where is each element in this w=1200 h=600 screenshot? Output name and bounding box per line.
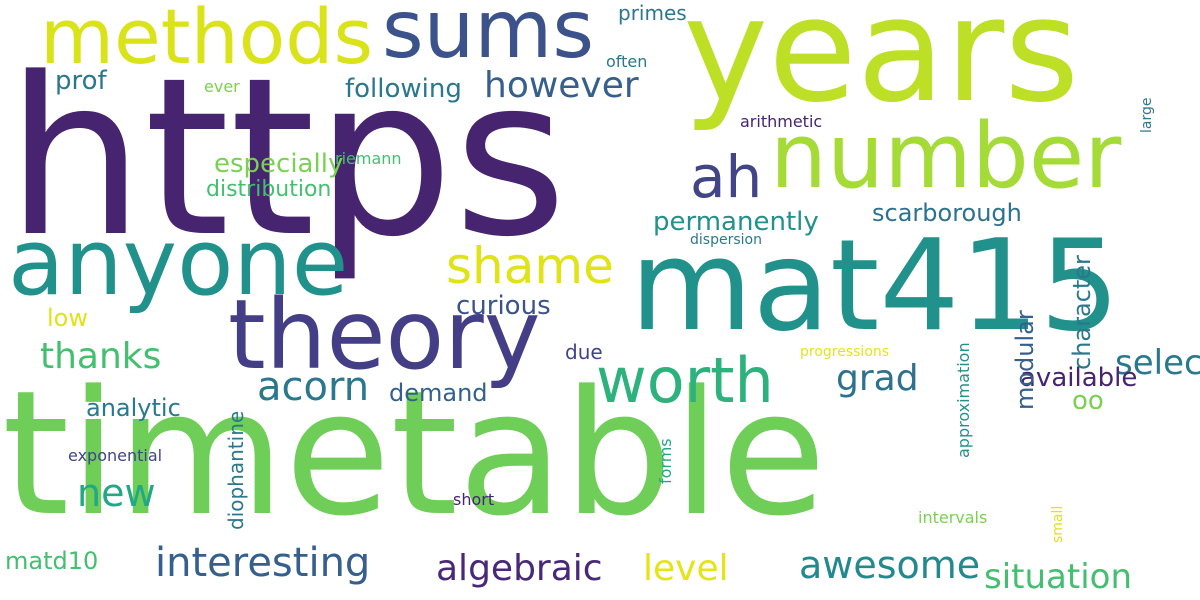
word-intervals: dispersion bbox=[690, 232, 762, 248]
word-oo: selection bbox=[1115, 343, 1200, 383]
word-new: new bbox=[77, 471, 156, 515]
word-primes: distribution bbox=[206, 177, 332, 202]
word-anyone: anyone bbox=[8, 209, 349, 316]
word-prof: available bbox=[1020, 363, 1138, 393]
word-character: exponential bbox=[68, 446, 163, 465]
word-short: riemann bbox=[335, 149, 402, 168]
word-selection: character bbox=[1068, 255, 1096, 370]
word-acorn: acorn bbox=[257, 364, 370, 410]
word-ever: scarborough bbox=[872, 199, 1022, 227]
word-number: number bbox=[770, 104, 1122, 209]
word-sums: sums bbox=[382, 0, 594, 76]
word-large: forms bbox=[656, 438, 675, 484]
word-scarborough: modular bbox=[1011, 310, 1039, 410]
word-progressions: arithmetic bbox=[740, 112, 823, 131]
word-algebraic: algebraic bbox=[436, 548, 603, 589]
word-shame: shame bbox=[446, 237, 614, 295]
word-demand: prof bbox=[55, 66, 107, 96]
word-low: especially bbox=[214, 149, 344, 179]
word-following: demand bbox=[389, 379, 488, 407]
word-methods: methods bbox=[40, 0, 374, 81]
word-riemann: often bbox=[606, 52, 648, 71]
word-years: years bbox=[683, 0, 1080, 134]
word-arithmetic: primes bbox=[618, 1, 687, 25]
word-ah: ah bbox=[690, 143, 763, 211]
word-matd10: following bbox=[345, 74, 462, 104]
word-forms: approximation bbox=[954, 342, 973, 458]
word-awesome: awesome bbox=[799, 543, 981, 587]
word-however: however bbox=[484, 65, 639, 106]
word-theory: theory bbox=[228, 279, 541, 391]
word-modular: progressions bbox=[800, 344, 890, 360]
word-worth: worth bbox=[596, 344, 774, 417]
word-dispersion: ever bbox=[204, 77, 240, 96]
word-curious: oo bbox=[1072, 386, 1104, 416]
word-grad: grad bbox=[836, 358, 919, 399]
word-especially: diophantine bbox=[224, 410, 248, 530]
word-small: intervals bbox=[918, 508, 988, 527]
word-mat415: mat415 bbox=[630, 212, 1120, 359]
word-diophantine: short bbox=[453, 490, 495, 509]
word-level: level bbox=[643, 548, 729, 589]
word-often: low bbox=[47, 304, 88, 332]
word-permanently: permanently bbox=[653, 207, 819, 237]
word-distribution: due bbox=[565, 340, 603, 364]
word-exponential: large bbox=[1139, 97, 1155, 133]
word-approximation: small bbox=[1050, 505, 1066, 543]
word-situation: situation bbox=[984, 557, 1133, 597]
word-available: curious bbox=[456, 291, 551, 321]
word-timetable: timetable bbox=[2, 353, 827, 554]
word-due: analytic bbox=[86, 394, 181, 422]
word-analytic: matd10 bbox=[5, 547, 99, 575]
word-thanks: thanks bbox=[40, 336, 162, 377]
word-interesting: interesting bbox=[155, 540, 371, 586]
word-https: https bbox=[6, 32, 568, 285]
